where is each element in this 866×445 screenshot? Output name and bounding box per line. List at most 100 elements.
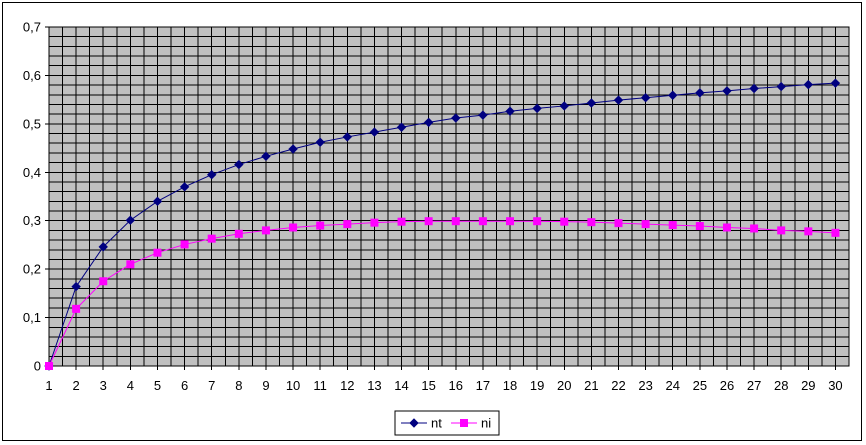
x-tick-label: 17: [476, 378, 490, 393]
x-tick-label: 11: [313, 378, 327, 393]
data-point-ni: [451, 217, 460, 226]
data-point-nt: [532, 103, 542, 114]
data-point-ni: [234, 229, 243, 238]
data-point-ni: [641, 220, 650, 229]
data-point-ni: [316, 221, 325, 230]
data-point-ni: [614, 219, 623, 228]
data-point-nt: [125, 215, 136, 225]
data-point-ni: [533, 217, 542, 226]
legend-label-ni: ni: [481, 416, 491, 431]
data-point-ni: [343, 220, 352, 229]
plot-border: [48, 26, 850, 367]
data-point-ni: [804, 227, 813, 236]
data-point-nt: [152, 196, 163, 207]
x-tick-label: 18: [503, 378, 517, 393]
x-tick-label: 1: [45, 378, 52, 393]
data-point-ni: [506, 217, 515, 226]
data-point-ni: [695, 222, 704, 231]
x-tick-label: 22: [611, 378, 625, 393]
x-tick-label: 24: [665, 378, 679, 393]
data-point-ni: [99, 277, 108, 286]
x-tick-label: 9: [262, 378, 269, 393]
legend-marker-nt: [409, 418, 419, 428]
data-point-ni: [831, 228, 840, 237]
data-point-ni: [722, 223, 731, 232]
x-tick-label: 19: [530, 378, 544, 393]
y-tick-label: 0,2: [23, 262, 41, 277]
x-tick-label: 7: [208, 378, 215, 393]
data-point-nt: [640, 92, 651, 103]
x-tick-label: 5: [154, 378, 161, 393]
y-tick-label: 0,5: [23, 116, 41, 131]
data-point-nt: [803, 79, 814, 90]
data-point-ni: [45, 362, 53, 370]
data-point-nt: [776, 81, 786, 92]
data-point-nt: [234, 159, 244, 170]
data-point-ni: [207, 234, 216, 243]
data-point-nt: [505, 106, 515, 116]
data-point-nt: [342, 132, 353, 142]
x-tick-label: 28: [774, 378, 788, 393]
y-tick-label: 0,4: [23, 165, 41, 180]
legend-label-nt: nt: [431, 416, 442, 431]
x-tick-label: 29: [801, 378, 815, 393]
x-tick-label: 4: [127, 378, 134, 393]
data-point-nt: [207, 170, 217, 180]
data-point-nt: [261, 151, 271, 162]
x-tick-label: 6: [181, 378, 188, 393]
y-tick-label: 0,6: [23, 68, 41, 83]
x-tick-label: 14: [394, 378, 408, 393]
data-point-ni: [180, 240, 189, 249]
x-tick-label: 2: [73, 378, 80, 393]
plot-area: [49, 27, 849, 366]
series-line-ni: [48, 220, 836, 367]
y-tick-label: 0,7: [23, 20, 41, 35]
data-point-ni: [289, 223, 298, 232]
data-point-ni: [587, 218, 596, 227]
data-point-nt: [179, 182, 190, 192]
data-point-nt: [288, 144, 298, 154]
y-tick-label: 0: [34, 359, 41, 374]
data-point-ni: [777, 226, 786, 235]
data-point-nt: [369, 127, 380, 137]
x-tick-label: 25: [693, 378, 707, 393]
data-point-nt: [695, 88, 705, 98]
series-line-nt: [48, 82, 836, 367]
data-point-ni: [424, 217, 433, 226]
data-point-ni: [750, 224, 759, 233]
data-point-nt: [749, 83, 759, 94]
gridlines: [48, 26, 850, 367]
data-point-ni: [153, 248, 162, 257]
data-point-nt: [71, 281, 81, 292]
data-point-ni: [560, 217, 569, 226]
data-point-ni: [72, 304, 81, 313]
data-point-nt: [613, 95, 624, 105]
y-tick-label: 0,3: [23, 213, 41, 228]
x-tick-label: 23: [638, 378, 652, 393]
data-point-nt: [668, 90, 678, 100]
data-point-nt: [830, 78, 841, 88]
x-tick-label: 21: [584, 378, 598, 393]
data-point-nt: [586, 98, 597, 108]
data-point-ni: [668, 221, 677, 230]
data-point-ni: [126, 260, 135, 269]
x-tick-label: 13: [367, 378, 381, 393]
data-point-nt: [478, 110, 488, 120]
y-tick-label: 0,1: [23, 310, 41, 325]
x-tick-label: 3: [100, 378, 107, 393]
x-tick-label: 12: [340, 378, 354, 393]
x-tick-label: 10: [286, 378, 300, 393]
data-point-nt: [559, 101, 569, 111]
data-point-nt: [98, 242, 108, 252]
data-point-nt: [451, 113, 461, 123]
x-tick-label: 8: [235, 378, 242, 393]
data-point-ni: [370, 218, 379, 227]
x-tick-label: 15: [421, 378, 435, 393]
x-tick-label: 27: [747, 378, 761, 393]
data-point-ni: [261, 226, 270, 235]
x-tick-label: 20: [557, 378, 571, 393]
data-point-nt: [423, 117, 434, 128]
x-tick-label: 30: [828, 378, 842, 393]
data-point-ni: [478, 217, 487, 226]
